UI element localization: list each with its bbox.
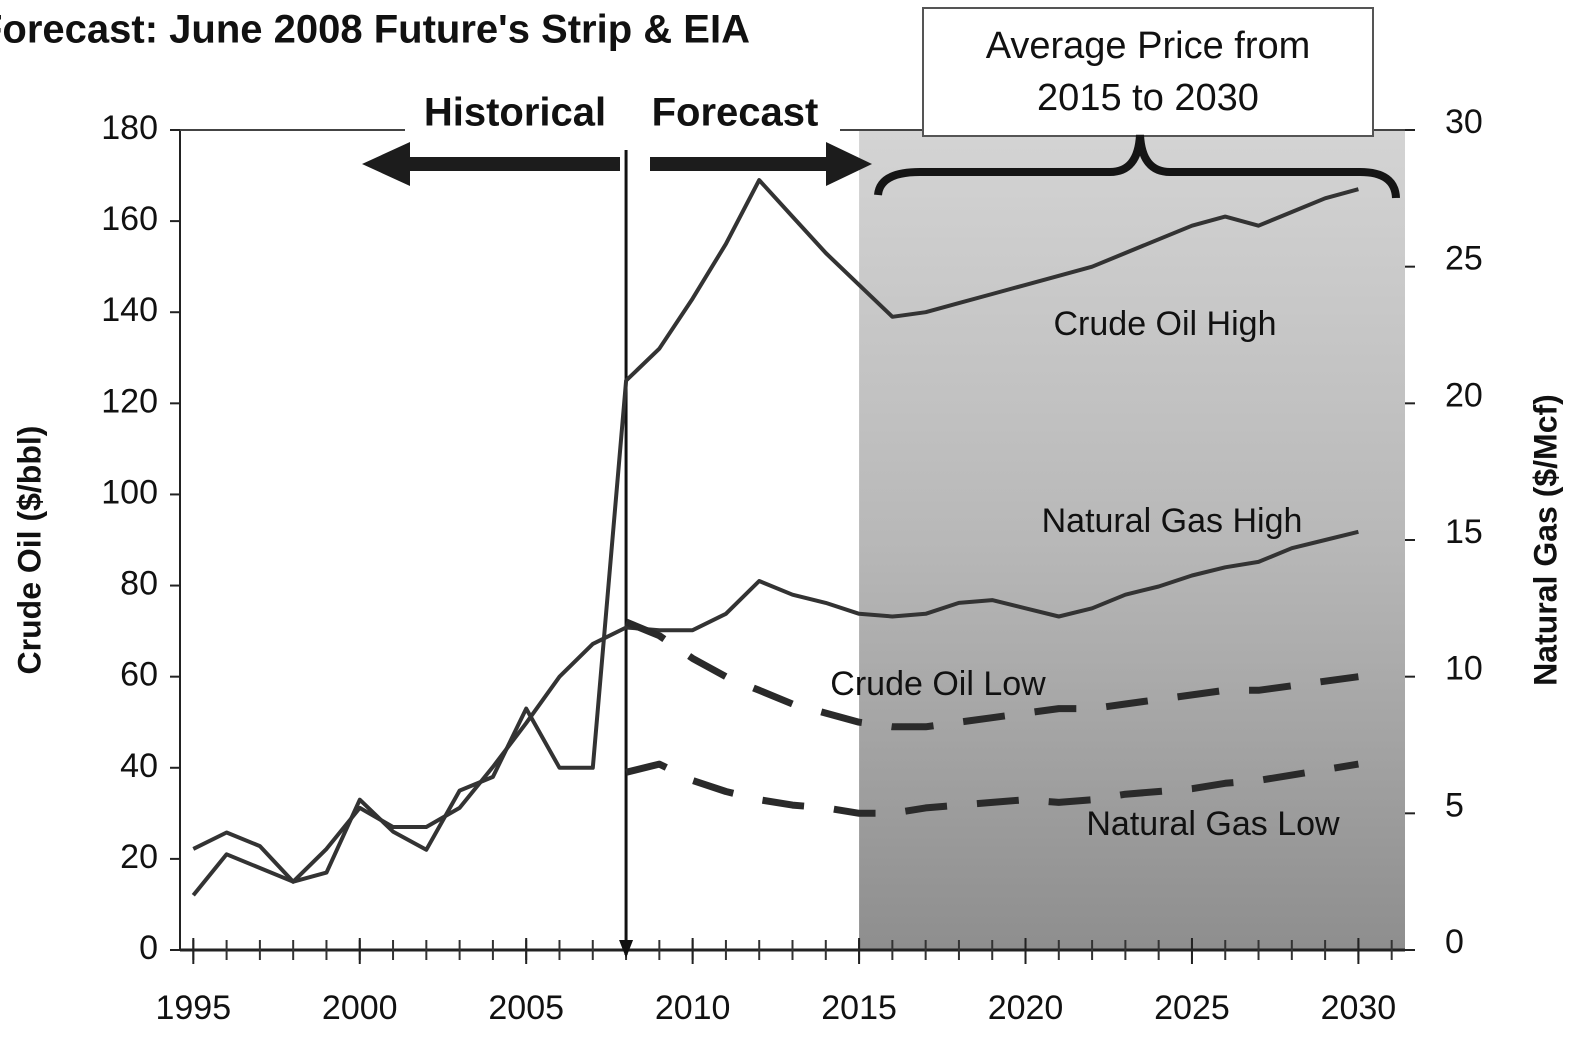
x-tick-label: 2000 — [322, 989, 398, 1027]
y2-tick-label: 5 — [1445, 786, 1464, 824]
historical-arrow-shaft — [400, 157, 620, 171]
historical-arrow-head — [362, 142, 410, 186]
series-label: Natural Gas High — [1042, 502, 1303, 540]
y-tick-label: 20 — [120, 838, 158, 876]
x-tick-label: 2025 — [1154, 989, 1230, 1027]
chart-title: Forecast: June 2008 Future's Strip & EIA — [0, 8, 750, 52]
y-tick-label: 160 — [101, 200, 158, 238]
series-label: Crude Oil High — [1054, 305, 1277, 343]
y-tick-label: 40 — [120, 747, 158, 785]
series-label: Natural Gas Low — [1086, 805, 1340, 843]
series-line — [625, 760, 1359, 817]
x-tick-label: 1995 — [155, 989, 231, 1027]
average-box-text: Average Price from — [986, 25, 1311, 67]
historical-label: Historical — [424, 91, 606, 135]
forecast-arrow-shaft — [650, 157, 835, 171]
y-tick-label: 120 — [101, 382, 158, 420]
shaded-region — [859, 130, 1405, 950]
x-tick-label: 2020 — [988, 989, 1064, 1027]
y2-tick-label: 10 — [1445, 650, 1483, 688]
average-box — [922, 7, 1374, 137]
series-line — [192, 529, 1359, 884]
series-line — [624, 618, 1359, 731]
y-tick-label: 0 — [139, 929, 158, 967]
y2-tick-label: 0 — [1445, 923, 1464, 961]
y2-axis-label: Natural Gas ($/Mcf) — [1527, 394, 1563, 686]
forecast-label: Forecast — [652, 91, 819, 135]
y-tick-label: 80 — [120, 565, 158, 603]
y-axis-label: Crude Oil ($/bbl) — [11, 426, 47, 675]
series-label: Crude Oil Low — [830, 665, 1046, 703]
x-tick-label: 2005 — [488, 989, 564, 1027]
forecast-arrow-head — [826, 142, 872, 186]
x-tick-label: 2030 — [1321, 989, 1397, 1027]
x-tick-label: 2010 — [655, 989, 731, 1027]
series-line — [191, 178, 1359, 897]
y-tick-label: 60 — [120, 656, 158, 694]
y2-tick-label: 20 — [1445, 376, 1483, 414]
y2-tick-label: 15 — [1445, 513, 1483, 551]
y-tick-label: 140 — [101, 291, 158, 329]
x-tick-label: 2015 — [821, 989, 897, 1027]
y2-tick-label: 25 — [1445, 240, 1483, 278]
y2-tick-label: 30 — [1445, 103, 1483, 141]
divider-arrowhead — [619, 940, 634, 958]
average-box-text: 2015 to 2030 — [1037, 77, 1259, 119]
y-tick-label: 100 — [101, 473, 158, 511]
brace — [874, 134, 1400, 199]
y-tick-label: 180 — [101, 109, 158, 147]
